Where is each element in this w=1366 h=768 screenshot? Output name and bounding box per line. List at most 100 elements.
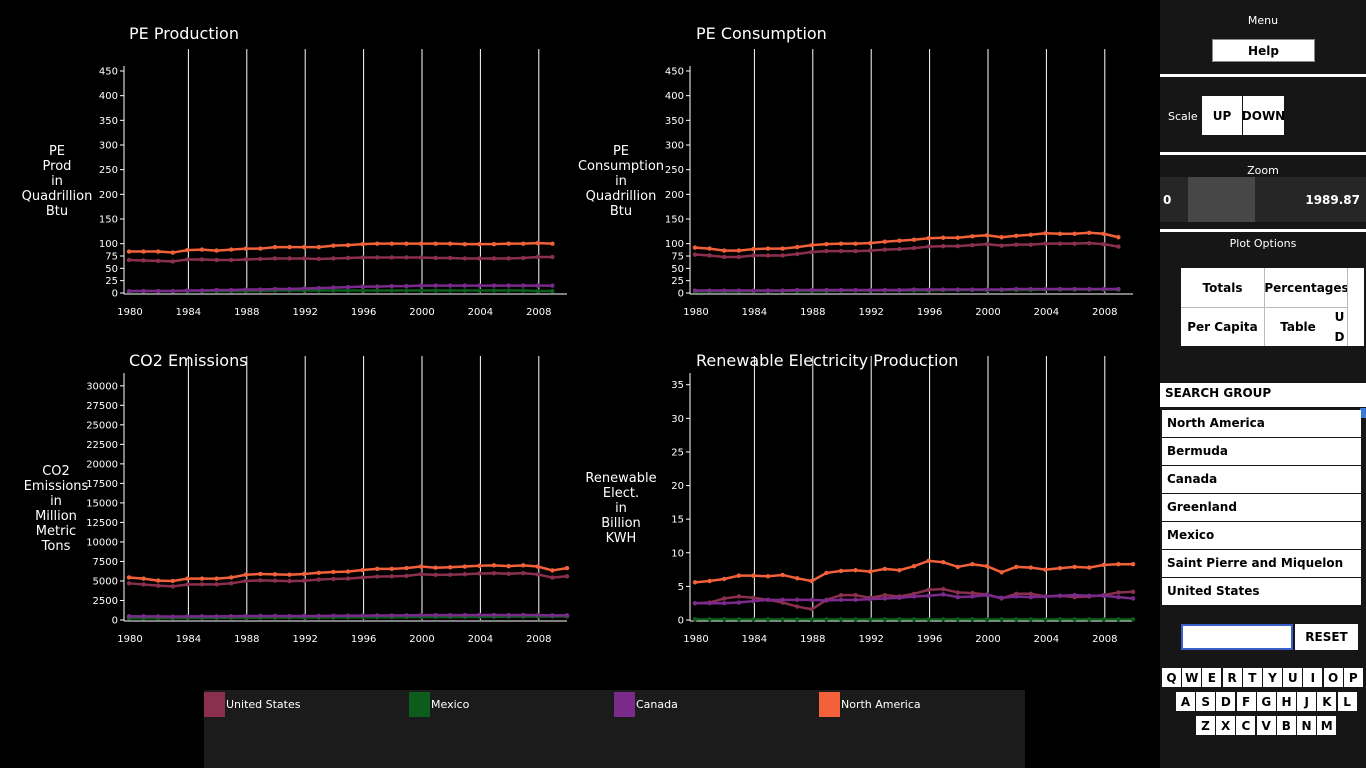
y-axis-label: CO2 — [42, 464, 70, 479]
data-point — [156, 288, 161, 294]
key-l[interactable]: L — [1337, 692, 1357, 711]
y-tick-label: 25 — [105, 276, 118, 287]
data-point — [229, 575, 234, 580]
data-point — [882, 592, 887, 598]
series-line — [694, 231, 1119, 252]
reset-button[interactable]: RESET — [1295, 624, 1358, 650]
search-item-canada[interactable]: Canada — [1162, 466, 1361, 493]
key-x[interactable]: X — [1216, 716, 1236, 735]
data-point — [941, 559, 946, 565]
legend-item-united-states[interactable]: United States — [204, 691, 301, 717]
key-k[interactable]: K — [1317, 692, 1337, 711]
data-point — [970, 617, 975, 622]
search-input[interactable] — [1181, 624, 1293, 650]
data-point — [535, 612, 540, 618]
key-h[interactable]: H — [1277, 692, 1296, 711]
data-point — [141, 249, 146, 254]
key-j[interactable]: J — [1297, 692, 1317, 711]
data-point — [462, 288, 467, 293]
per-capita-button[interactable]: Per Capita — [1187, 319, 1258, 334]
data-point — [1087, 240, 1092, 246]
data-point — [156, 614, 161, 619]
key-e[interactable]: E — [1202, 668, 1222, 687]
x-tick-label: 1996 — [351, 307, 376, 318]
legend-item-canada[interactable]: Canada — [614, 691, 678, 717]
data-point — [692, 288, 698, 293]
table-down-button[interactable]: D — [1334, 329, 1345, 344]
data-point — [692, 245, 698, 250]
key-w[interactable]: W — [1182, 668, 1202, 687]
search-item-united-states[interactable]: United States — [1162, 578, 1361, 605]
data-point — [1072, 231, 1077, 236]
table-button[interactable]: Table — [1280, 319, 1316, 334]
search-item-greenland[interactable]: Greenland — [1162, 494, 1361, 521]
key-s[interactable]: S — [1196, 692, 1216, 711]
y-tick-label: 0 — [678, 616, 684, 627]
table-up-button[interactable]: U — [1334, 309, 1345, 324]
key-m[interactable]: M — [1317, 716, 1337, 735]
percentages-button[interactable]: Percentages — [1264, 280, 1349, 295]
data-point — [941, 592, 946, 597]
key-r[interactable]: R — [1222, 668, 1242, 687]
data-point — [360, 575, 365, 580]
data-point — [360, 288, 365, 293]
search-item-saint-pierre-and-miquelon[interactable]: Saint Pierre and Miquelon — [1162, 550, 1361, 577]
data-point — [448, 572, 453, 577]
scale-down-button[interactable]: DOWN — [1242, 96, 1285, 135]
key-q[interactable]: Q — [1162, 668, 1181, 687]
data-point — [462, 564, 467, 569]
key-y[interactable]: Y — [1263, 668, 1282, 687]
key-c[interactable]: C — [1236, 716, 1256, 735]
data-point — [751, 598, 756, 604]
data-point — [941, 287, 946, 292]
key-n[interactable]: N — [1297, 716, 1316, 735]
data-point — [418, 288, 424, 293]
key-g[interactable]: G — [1256, 692, 1276, 711]
scale-up-button[interactable]: UP — [1202, 96, 1242, 135]
data-point — [287, 244, 292, 250]
y-tick-label: 17500 — [86, 479, 118, 490]
data-point — [302, 571, 307, 577]
key-z[interactable]: Z — [1196, 716, 1215, 735]
key-i[interactable]: I — [1303, 668, 1323, 687]
data-point — [897, 595, 902, 601]
data-point — [506, 283, 511, 288]
data-point — [433, 283, 438, 288]
search-list-scrollbar[interactable] — [1360, 408, 1366, 418]
key-d[interactable]: D — [1216, 692, 1236, 711]
key-u[interactable]: U — [1283, 668, 1303, 687]
data-point — [258, 578, 263, 583]
legend: United States Mexico Canada North Americ… — [204, 690, 1025, 768]
data-point — [462, 241, 467, 247]
data-point — [302, 286, 307, 291]
key-a[interactable]: A — [1176, 692, 1195, 711]
zoom-slider-handle[interactable] — [1188, 177, 1255, 222]
key-b[interactable]: B — [1276, 716, 1296, 735]
data-point — [911, 287, 917, 292]
data-point — [404, 565, 409, 571]
data-point — [897, 287, 902, 293]
data-point — [984, 592, 990, 598]
data-point — [1057, 617, 1063, 622]
key-o[interactable]: O — [1323, 668, 1343, 687]
data-point — [550, 613, 555, 618]
data-point — [736, 288, 741, 293]
totals-button[interactable]: Totals — [1202, 280, 1243, 295]
data-point — [795, 244, 800, 250]
data-point — [838, 241, 844, 246]
search-item-mexico[interactable]: Mexico — [1162, 522, 1361, 549]
data-point — [1116, 562, 1121, 567]
key-p[interactable]: P — [1343, 668, 1363, 687]
help-button[interactable]: Help — [1212, 39, 1315, 62]
data-point — [1043, 594, 1048, 599]
legend-item-mexico[interactable]: Mexico — [409, 691, 469, 717]
data-point — [331, 576, 336, 582]
key-v[interactable]: V — [1256, 716, 1276, 735]
search-item-bermuda[interactable]: Bermuda — [1162, 438, 1361, 465]
search-item-north-america[interactable]: North America — [1162, 410, 1361, 437]
legend-item-north-america[interactable]: North America — [819, 691, 921, 717]
key-f[interactable]: F — [1236, 692, 1256, 711]
data-point — [868, 596, 873, 602]
data-point — [462, 572, 467, 577]
key-t[interactable]: T — [1242, 668, 1262, 687]
